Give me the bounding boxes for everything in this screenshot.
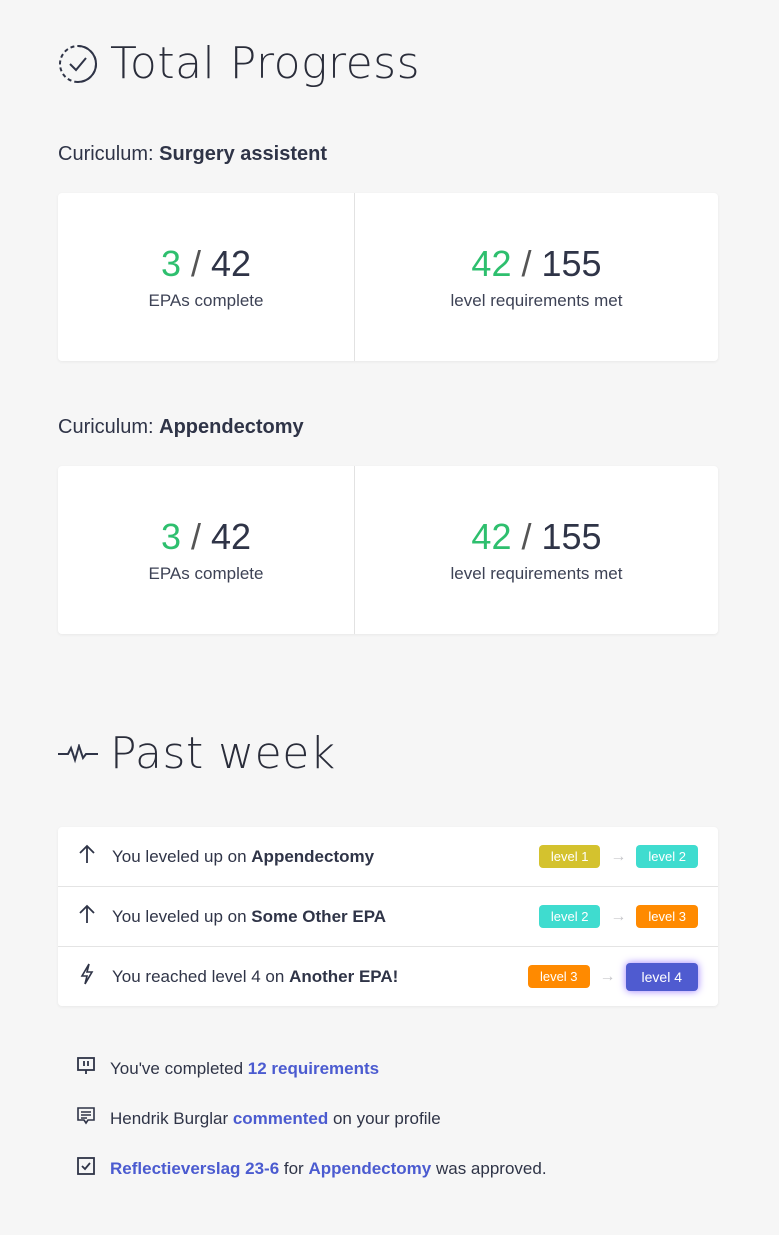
curriculum-label: Curiculum: Appendectomy	[58, 416, 304, 438]
arrow-right-icon: →	[599, 967, 616, 985]
arrow-right-icon: →	[610, 907, 627, 925]
level-badge-from: level 3	[527, 965, 590, 988]
checkbox-icon	[76, 1156, 96, 1181]
total-progress-heading: Total Progress	[58, 38, 420, 89]
arrow-up-icon	[76, 844, 98, 869]
list-item[interactable]: You leveled up on Appendectomy level 1 → le…	[58, 827, 718, 887]
level-badge-from: level 2	[538, 905, 601, 928]
event-text: You reached level 4 on Another EPA!	[112, 966, 399, 986]
level-events-list: You leveled up on Appendectomy level 1 → le…	[58, 827, 718, 1006]
pulse-icon	[58, 743, 98, 763]
list-item[interactable]: You leveled up on Some Other EPA level 2 →…	[58, 887, 718, 947]
activity-link[interactable]: 12 requirements	[247, 1058, 380, 1078]
requirements-stat: 42/155 level requirements met	[450, 243, 623, 310]
epa-stat: 3/42 EPAs complete	[58, 466, 355, 634]
event-text: You leveled up on Appendectomy	[112, 846, 375, 866]
list-item[interactable]: You reached level 4 on Another EPA! level…	[58, 947, 718, 1006]
activity-item: You've completed 12 requirements	[76, 1056, 379, 1081]
comment-icon	[76, 1106, 96, 1131]
arrow-up-icon	[76, 904, 98, 929]
arrow-right-icon: →	[610, 847, 627, 865]
level-badge-from: level 1	[538, 845, 601, 868]
activity-link[interactable]: commented	[232, 1108, 329, 1128]
activity-item: Reflectieverslag 23-6 for Appendectomy w…	[76, 1156, 547, 1181]
progress-check-icon	[59, 44, 97, 83]
curriculum-stats-card: 3/42 EPAs complete 42/155 level requiremen…	[58, 193, 718, 361]
curriculum-label: Curiculum: Surgery assistent	[58, 143, 327, 165]
level-badge-to: level 3	[636, 905, 698, 928]
past-week-heading: Past week	[58, 728, 336, 779]
activity-link[interactable]: Appendectomy	[308, 1158, 432, 1178]
level-badge-to: level 4	[625, 962, 698, 991]
activity-item: Hendrik Burglar commented on your profil…	[76, 1106, 441, 1131]
lightning-icon	[76, 963, 98, 990]
level-badge-to: level 2	[636, 845, 698, 868]
event-text: You leveled up on Some Other EPA	[112, 906, 387, 926]
requirements-stat: 42/155 level requirements met	[450, 516, 623, 583]
epa-stat: 3/42 EPAs complete	[58, 193, 355, 361]
curriculum-stats-card: 3/42 EPAs complete 42/155 level requiremen…	[58, 466, 718, 634]
activity-link[interactable]: Reflectieverslag 23-6	[110, 1158, 280, 1178]
alert-comment-icon	[76, 1056, 96, 1081]
